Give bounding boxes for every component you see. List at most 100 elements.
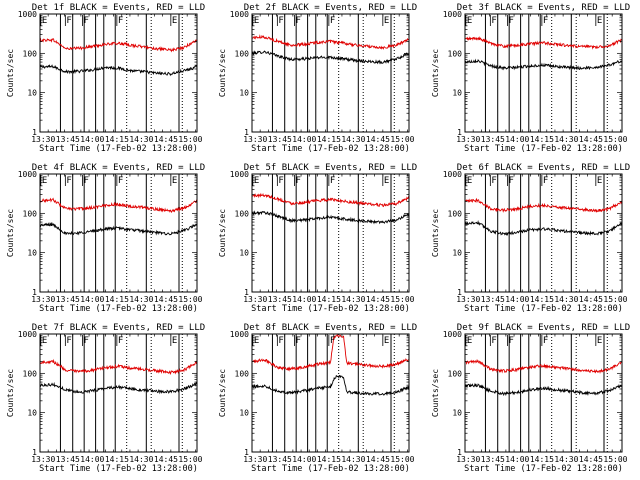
y-tick-label: 1000 (230, 10, 249, 19)
marker-label: F (118, 336, 123, 346)
x-tick-label: 14:30 (341, 455, 365, 464)
x-tick-label: 14:15 (105, 455, 129, 464)
x-tick-label: 14:30 (554, 455, 578, 464)
x-tick-label: 14:30 (341, 135, 365, 144)
marker-label: E (384, 176, 389, 186)
y-tick-label: 100 (23, 49, 38, 58)
panel-det-6: Det 6f BLACK = Events, RED = LLD E F F F E 1 10… (431, 163, 630, 314)
y-tick-label: 1 (457, 288, 462, 297)
x-axis-label: Start Time (17-Feb-02 13:28:00) (464, 464, 623, 474)
y-tick-label: 1 (32, 128, 37, 137)
panel-det-2: Det 2f BLACK = Events, RED = LLD E F F F E 1 10… (218, 3, 417, 154)
x-tick-label: 14:15 (530, 135, 554, 144)
y-tick-label: 1000 (443, 330, 462, 339)
marker-label: F (278, 336, 283, 346)
marker-label: F (543, 16, 548, 26)
x-tick-label: 13:45 (56, 135, 80, 144)
marker-label: E (467, 16, 472, 26)
x-tick-label: 14:00 (292, 135, 316, 144)
x-axis-label: Start Time (17-Feb-02 13:28:00) (39, 304, 198, 314)
x-tick-label: 14:30 (554, 135, 578, 144)
panel-title: Det 3f BLACK = Events, RED = LLD (457, 3, 630, 13)
plot-frame (464, 333, 623, 453)
marker-label: F (509, 336, 514, 346)
x-axis-label: Start Time (17-Feb-02 13:28:00) (251, 464, 410, 474)
marker-label: F (66, 336, 71, 346)
plot-frame (39, 173, 198, 293)
y-tick-label: 1 (244, 448, 249, 457)
x-axis-label: Start Time (17-Feb-02 13:28:00) (39, 144, 198, 154)
marker-label: F (491, 176, 496, 186)
plot-frame (464, 13, 623, 133)
series-events-line (465, 382, 622, 397)
panel-title: Det 4f BLACK = Events, RED = LLD (32, 163, 205, 173)
marker-label: E (254, 16, 259, 26)
marker-label: E (172, 176, 177, 186)
marker-label: F (543, 176, 548, 186)
marker-label: F (491, 16, 496, 26)
x-tick-label: 13:30 (243, 295, 267, 304)
marker-label: E (467, 336, 472, 346)
y-axis-label: Counts/sec (6, 209, 15, 257)
y-axis-label: Counts/sec (431, 49, 440, 97)
y-axis-label: Counts/sec (431, 369, 440, 417)
marker-label: E (597, 176, 602, 186)
panel-det-5: Det 5f BLACK = Events, RED = LLD E F F F E 1 10… (218, 163, 417, 314)
x-tick-label: 14:15 (317, 455, 341, 464)
x-tick-label: 14:00 (505, 455, 529, 464)
y-tick-label: 10 (27, 249, 37, 258)
x-tick-label: 13:45 (481, 135, 505, 144)
x-tick-label: 14:15 (317, 295, 341, 304)
y-tick-label: 10 (27, 409, 37, 418)
x-tick-label: 14:00 (80, 295, 104, 304)
marker-label: F (330, 16, 335, 26)
series-events-line (40, 381, 197, 395)
series-events-line (252, 50, 409, 65)
x-tick-label: 13:30 (31, 295, 55, 304)
y-axis-label: Counts/sec (6, 49, 15, 97)
panel-title: Det 5f BLACK = Events, RED = LLD (244, 163, 417, 173)
x-tick-label: 14:15 (105, 295, 129, 304)
marker-label: F (278, 176, 283, 186)
x-tick-label: 14:00 (292, 455, 316, 464)
series-events-line (465, 58, 622, 71)
x-tick-label: 13:45 (56, 295, 80, 304)
x-tick-label: 13:30 (243, 455, 267, 464)
x-axis-label: Start Time (17-Feb-02 13:28:00) (251, 304, 410, 314)
plot-frame (251, 13, 410, 133)
x-tick-label: 13:45 (268, 295, 292, 304)
marker-label: F (330, 336, 335, 346)
y-tick-label: 1000 (443, 10, 462, 19)
panel-det-3: Det 3f BLACK = Events, RED = LLD E F F F E 1 10… (431, 3, 630, 154)
x-tick-label: 14:30 (341, 295, 365, 304)
marker-label: F (84, 176, 89, 186)
x-axis-label: Start Time (17-Feb-02 13:28:00) (464, 304, 623, 314)
x-tick-label: 13:45 (481, 455, 505, 464)
series-lld-line (40, 37, 197, 53)
plot-frame (251, 173, 410, 293)
marker-label: F (84, 16, 89, 26)
y-tick-label: 10 (239, 249, 249, 258)
x-tick-label: 13:30 (31, 455, 55, 464)
marker-label: F (278, 16, 283, 26)
y-tick-label: 10 (452, 249, 462, 258)
marker-label: F (118, 16, 123, 26)
marker-label: E (597, 336, 602, 346)
y-tick-label: 100 (235, 209, 250, 218)
marker-label: E (172, 16, 177, 26)
panel-title: Det 6f BLACK = Events, RED = LLD (457, 163, 630, 173)
marker-label: E (254, 336, 259, 346)
x-tick-label: 14:30 (554, 295, 578, 304)
series-events-line (252, 210, 409, 225)
series-lld-line (465, 358, 622, 374)
marker-label: F (330, 176, 335, 186)
series-events-line (465, 220, 622, 236)
y-tick-label: 100 (448, 209, 463, 218)
x-tick-label: 13:45 (268, 135, 292, 144)
marker-label: E (42, 176, 47, 186)
y-tick-label: 10 (452, 89, 462, 98)
x-tick-label: 13:30 (31, 135, 55, 144)
y-tick-label: 100 (235, 49, 250, 58)
y-tick-label: 1000 (443, 170, 462, 179)
